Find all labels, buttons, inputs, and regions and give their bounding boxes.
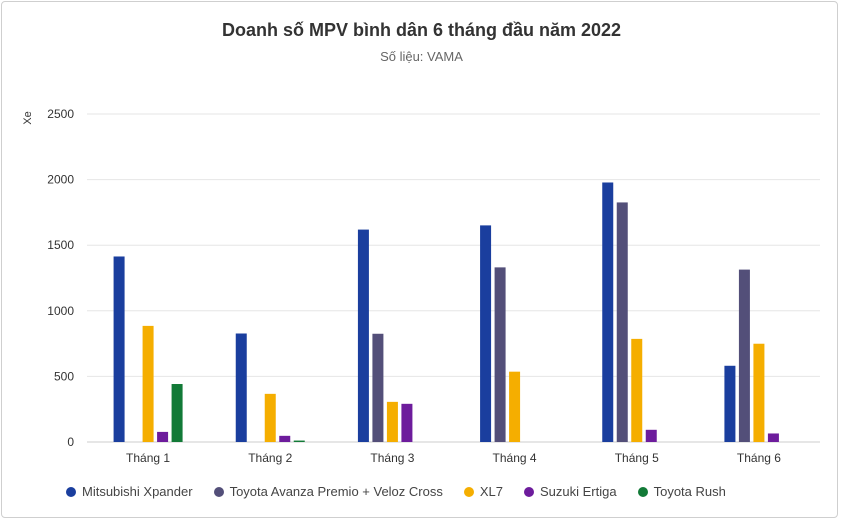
bar — [753, 343, 765, 442]
x-tick-label: Tháng 5 — [615, 451, 659, 465]
y-tick-label: 2000 — [47, 173, 74, 187]
bar — [279, 435, 291, 442]
chart-legend: Mitsubishi Xpander Toyota Avanza Premio +… — [66, 484, 726, 499]
bar — [631, 338, 643, 442]
legend-marker — [463, 486, 474, 497]
x-tick-label: Tháng 2 — [248, 451, 292, 465]
bar — [480, 225, 492, 442]
legend-label: Toyota Avanza Premio + Veloz Cross — [229, 484, 443, 499]
legend-label: Mitsubishi Xpander — [82, 484, 193, 499]
bar — [724, 365, 736, 442]
bar — [142, 325, 154, 442]
legend-item[interactable]: Toyota Avanza Premio + Veloz Cross — [213, 484, 443, 499]
bar — [401, 403, 413, 442]
bar — [171, 384, 183, 442]
bar — [602, 182, 614, 443]
bar — [372, 333, 384, 442]
bar — [235, 333, 247, 442]
bar — [157, 431, 169, 442]
y-tick-label: 1500 — [47, 238, 74, 252]
legend-item[interactable]: XL7 — [463, 484, 503, 499]
y-axis-label: Xe — [22, 111, 34, 124]
legend-item[interactable]: Mitsubishi Xpander — [66, 484, 193, 499]
legend-marker — [637, 486, 648, 497]
chart-subtitle: Số liệu: VAMA — [380, 49, 463, 64]
legend-item[interactable]: Suzuki Ertiga — [524, 484, 617, 499]
bar — [509, 371, 521, 442]
bar — [293, 440, 305, 442]
x-tick-label: Tháng 6 — [737, 451, 781, 465]
bar — [264, 393, 276, 442]
bar — [645, 429, 657, 442]
y-tick-label: 2500 — [47, 107, 74, 121]
bar — [738, 269, 750, 442]
bar — [386, 401, 398, 442]
x-tick-label: Tháng 3 — [370, 451, 414, 465]
legend-label: XL7 — [479, 484, 503, 499]
bar — [113, 256, 125, 442]
x-tick-label: Tháng 4 — [493, 451, 537, 465]
legend-marker — [66, 486, 76, 497]
legend-marker — [524, 486, 534, 497]
bar — [616, 202, 628, 442]
bar — [767, 433, 779, 442]
legend-label: Toyota Rush — [653, 484, 726, 499]
legend-marker — [213, 486, 224, 497]
bar — [357, 229, 369, 442]
x-tick-label: Tháng 1 — [126, 451, 170, 465]
chart-title: Doanh số MPV bình dân 6 tháng đầu năm 20… — [221, 20, 622, 40]
y-tick-label: 0 — [67, 435, 74, 449]
bar — [494, 267, 506, 442]
y-tick-label: 1000 — [47, 304, 74, 318]
legend-item[interactable]: Toyota Rush — [637, 484, 726, 499]
y-tick-label: 500 — [54, 369, 74, 383]
legend-label: Suzuki Ertiga — [540, 484, 617, 499]
